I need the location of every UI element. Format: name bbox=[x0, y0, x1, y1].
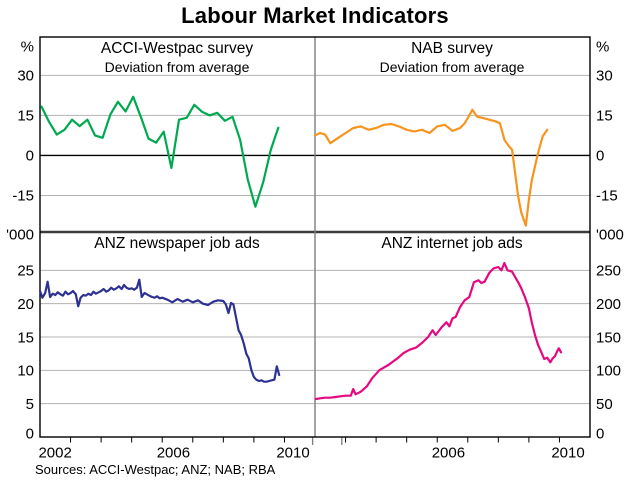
y-tick-label: 25 bbox=[17, 263, 34, 280]
nab-series-line bbox=[313, 108, 549, 227]
panel-title-acci-westpac: ACCI-Westpac survey bbox=[100, 40, 254, 57]
x-tick-label: 2002 bbox=[38, 444, 71, 461]
x-tick-label: 2010 bbox=[551, 444, 584, 461]
y-tick-label: 30 bbox=[17, 68, 34, 85]
y-axis-unit-label: % bbox=[596, 38, 609, 55]
y-axis-unit-label: '000 bbox=[6, 226, 34, 243]
chart-border bbox=[39, 36, 591, 438]
y-tick-label: 15 bbox=[17, 329, 34, 346]
y-tick-label: 100 bbox=[596, 363, 621, 380]
y-axis-unit-label: % bbox=[21, 38, 34, 55]
y-tick-label: 20 bbox=[17, 296, 34, 313]
x-tick-label: 2010 bbox=[276, 444, 309, 461]
x-tick-label: 2006 bbox=[157, 444, 190, 461]
y-tick-label: 200 bbox=[596, 296, 621, 313]
y-tick-label: -15 bbox=[12, 188, 34, 205]
chart-title: Labour Market Indicators bbox=[181, 3, 449, 28]
panel-title-nab: NAB survey bbox=[411, 40, 493, 57]
x-tick-label: 2006 bbox=[432, 444, 465, 461]
y-tick-label: 0 bbox=[26, 425, 34, 442]
y-tick-label: 15 bbox=[596, 108, 613, 125]
y-tick-label: 15 bbox=[17, 108, 34, 125]
acci-westpac-series-line bbox=[40, 95, 280, 208]
panel-title-anz-newspaper: ANZ newspaper job ads bbox=[94, 235, 260, 252]
panel-subtitle-nab: Deviation from average bbox=[379, 59, 525, 75]
y-tick-label: 5 bbox=[26, 396, 34, 413]
panel-title-anz-internet: ANZ internet job ads bbox=[381, 235, 523, 252]
panel-subtitle-acci-westpac: Deviation from average bbox=[104, 59, 250, 75]
anz-newspaper-series-line bbox=[38, 278, 281, 383]
y-axis-unit-label: '000 bbox=[596, 226, 624, 243]
y-tick-label: 10 bbox=[17, 363, 34, 380]
y-tick-label: 150 bbox=[596, 329, 621, 346]
y-tick-label: 50 bbox=[596, 396, 613, 413]
y-tick-label: 0 bbox=[26, 148, 34, 165]
y-tick-label: 0 bbox=[596, 148, 604, 165]
anz-internet-series-line bbox=[314, 261, 563, 401]
y-tick-label: 30 bbox=[596, 68, 613, 85]
y-tick-label: 0 bbox=[596, 425, 604, 442]
source-note: Sources: ACCI-Westpac; ANZ; NAB; RBA bbox=[35, 462, 276, 477]
y-tick-label: 250 bbox=[596, 263, 621, 280]
y-tick-label: -15 bbox=[596, 188, 618, 205]
